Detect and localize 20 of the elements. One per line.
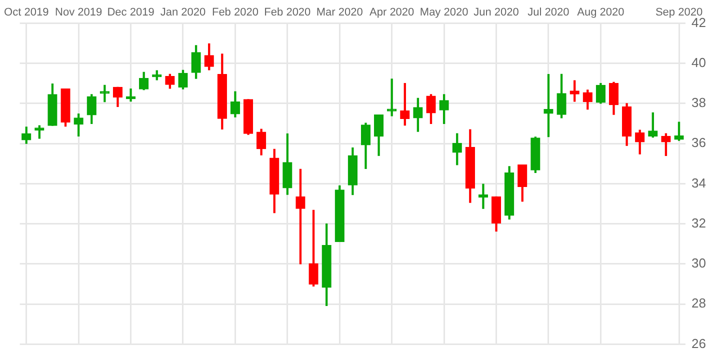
y-tick-label: 40 [692, 54, 706, 70]
x-tick-label: Apr 2020 [370, 6, 414, 19]
x-tick-label: Jun 2020 [474, 6, 519, 19]
x-tick-label: Mar 2020 [316, 6, 363, 19]
y-tick-label: 28 [692, 296, 706, 311]
x-tick-label: Oct 2019 [4, 6, 49, 19]
y-tick-label: 26 [692, 336, 706, 351]
x-tick-label: Nov 2019 [55, 6, 102, 19]
y-tick-label: 32 [692, 215, 706, 230]
x-tick-label: Aug 2020 [577, 6, 624, 19]
x-tick-label: Dec 2019 [107, 6, 154, 19]
y-tick-label: 38 [692, 95, 706, 110]
x-tick-label: Jan 2020 [160, 6, 206, 19]
y-tick-label: 36 [692, 135, 706, 150]
x-tick-label: Jul 2020 [528, 6, 570, 19]
x-tick-label: May 2020 [420, 6, 468, 19]
y-tick-label: 30 [692, 256, 706, 271]
y-tick-label: 34 [692, 175, 706, 190]
x-tick-label: Feb 2020 [264, 6, 311, 19]
x-tick-label: Feb 2020 [212, 6, 258, 19]
